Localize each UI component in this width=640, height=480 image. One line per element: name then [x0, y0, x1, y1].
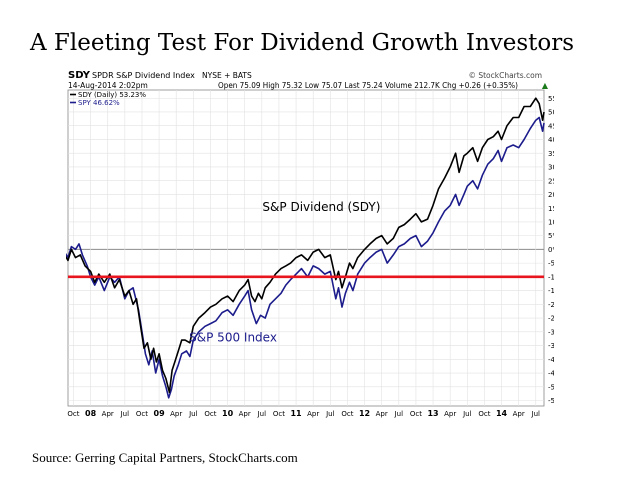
y-tick-label: 45% — [548, 122, 554, 130]
x-tick-label: Apr — [376, 410, 388, 418]
y-tick-label: 30% — [548, 164, 554, 172]
symbol-label: SDY — [68, 70, 91, 81]
x-tick-label: Oct — [136, 410, 148, 418]
annotation-label: S&P Dividend (SDY) — [262, 200, 380, 214]
x-tick-label: Jul — [531, 410, 541, 418]
x-tick-label: Jul — [257, 410, 267, 418]
y-tick-label: 0% — [548, 246, 554, 254]
y-tick-label: -35% — [548, 342, 554, 350]
quote-label: Open 75.09 High 75.32 Low 75.07 Last 75.… — [218, 81, 518, 90]
y-tick-label: -55% — [548, 397, 554, 405]
y-axis: 55% 50% 45% 40% 35% 30% 25% 20% 15% 10% 5% 0% -5% -10… — [548, 95, 566, 405]
x-tick-label: Oct — [478, 410, 490, 418]
y-tick-label: 50% — [548, 109, 554, 117]
x-tick-label: Jul — [462, 410, 472, 418]
x-tick-label: Apr — [307, 410, 319, 418]
y-tick-label: 40% — [548, 136, 554, 144]
x-tick-label: Oct — [204, 410, 216, 418]
y-tick-label: 15% — [548, 205, 554, 213]
date-label: 14-Aug-2014 2:02pm — [68, 81, 148, 90]
x-tick-label: Apr — [102, 410, 114, 418]
x-tick-label: 14 — [496, 409, 508, 418]
plot-area — [67, 89, 545, 407]
up-arrow-icon: ▲ — [542, 81, 549, 90]
chart-frame: SDY SPDR S&P Dividend Index NYSE + BATS … — [63, 68, 566, 420]
y-tick-label: 10% — [548, 218, 554, 226]
slide-title: A Fleeting Test For Dividend Growth Inve… — [30, 30, 575, 56]
y-tick-label: -30% — [548, 328, 554, 336]
x-tick-label: Apr — [239, 410, 251, 418]
x-tick-label: 09 — [154, 409, 166, 418]
y-tick-label: -40% — [548, 356, 554, 364]
x-tick-label: Jul — [325, 410, 335, 418]
x-tick-label: Oct — [273, 410, 285, 418]
x-tick-label: Apr — [513, 410, 525, 418]
y-tick-label: 5% — [548, 232, 554, 240]
y-tick-label: -50% — [548, 383, 554, 391]
y-tick-label: -15% — [548, 287, 554, 295]
legend: SDY (Daily) 53.23%SPY 46.62% — [70, 91, 146, 107]
x-tick-label: Apr — [444, 410, 456, 418]
x-tick-label: Oct — [410, 410, 422, 418]
y-tick-label: 35% — [548, 150, 554, 158]
watermark-label: © StockCharts.com — [468, 71, 542, 80]
x-tick-label: Oct — [67, 410, 79, 418]
y-tick-label: -20% — [548, 301, 554, 309]
chart-svg: SDY SPDR S&P Dividend Index NYSE + BATS … — [63, 68, 566, 420]
x-tick-label: Jul — [120, 410, 130, 418]
x-tick-label: 08 — [85, 409, 97, 418]
security-name-label: SPDR S&P Dividend Index — [92, 71, 195, 80]
x-tick-label: Oct — [341, 410, 353, 418]
y-tick-label: 20% — [548, 191, 554, 199]
series-line-sdy — [63, 97, 545, 394]
y-tick-label: -25% — [548, 315, 554, 323]
y-tick-label: -5% — [548, 260, 554, 268]
x-axis: Oct 08 Apr Jul Oct 09 Apr Jul Oct 10 Apr Jul Oct 11 Ap… — [67, 409, 540, 418]
exchange-label: NYSE + BATS — [202, 71, 252, 80]
annotations: S&P Dividend (SDY) S&P 500 Index — [189, 200, 380, 345]
y-tick-label: -45% — [548, 370, 554, 378]
x-tick-label: 13 — [427, 409, 438, 418]
x-tick-label: 10 — [222, 409, 234, 418]
y-tick-label: 25% — [548, 177, 554, 185]
legend-label: SPY 46.62% — [78, 99, 120, 107]
annotation-label: S&P 500 Index — [189, 330, 277, 344]
y-tick-label: -10% — [548, 273, 554, 281]
x-tick-label: Apr — [170, 410, 182, 418]
chart-header: SDY SPDR S&P Dividend Index NYSE + BATS … — [68, 70, 549, 90]
x-tick-label: Jul — [394, 410, 404, 418]
x-tick-label: 12 — [359, 409, 370, 418]
series-group — [63, 97, 545, 399]
legend-label: SDY (Daily) 53.23% — [78, 91, 146, 99]
source-note: Source: Gerring Capital Partners, StockC… — [32, 450, 298, 465]
x-tick-label: Jul — [188, 410, 198, 418]
x-tick-label: 11 — [290, 409, 302, 418]
y-tick-label: 55% — [548, 95, 554, 103]
